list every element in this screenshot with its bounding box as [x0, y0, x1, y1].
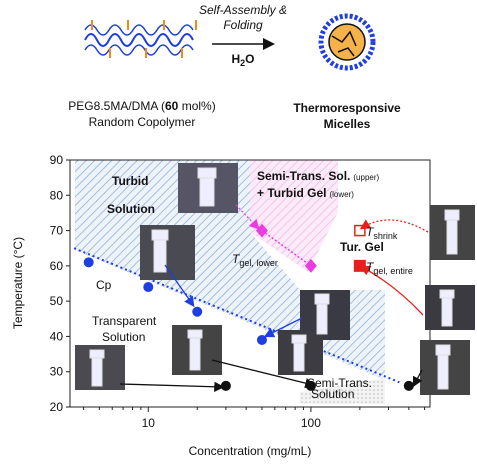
series-label: Cp [96, 278, 112, 292]
y-tick-label: 30 [50, 365, 64, 379]
point [404, 381, 414, 391]
point [257, 335, 267, 345]
label-text: + Turbid Gel [257, 186, 326, 200]
label-text: PEG8.5MA/DMA ( [68, 99, 165, 113]
label-text: gel, entire [373, 266, 413, 276]
polymer-label: Random Copolymer [89, 115, 196, 129]
y-tick-label: 90 [50, 153, 64, 167]
point-label: Tgel, entire [366, 260, 413, 276]
micelle-core [329, 24, 365, 60]
point [84, 257, 94, 267]
y-axis-title: Temperature (°C) [11, 237, 25, 329]
x-tick-label: 100 [301, 416, 321, 430]
label-text: Semi-Trans. Sol. [257, 169, 350, 183]
micelle-label: Thermoresponsive [293, 101, 401, 115]
figure: Self-Assembly & Folding H2O PEG8.5MA/DMA… [0, 0, 477, 468]
label-text: (lower) [329, 190, 354, 199]
y-tick-label: 50 [50, 294, 64, 308]
y-tick-label: 20 [50, 400, 64, 414]
micelle-label: Micelles [324, 117, 371, 131]
arrow-label: Folding [223, 18, 263, 32]
region-label: Semi-Trans. Sol.(upper) [257, 169, 380, 183]
label-text: 60 [165, 99, 179, 113]
region-label: Solution [311, 387, 354, 401]
label-text: shrink [373, 231, 398, 241]
region-label: Tur. Gel [340, 240, 384, 254]
region-label: Solution [102, 330, 145, 344]
region-label: Transparent [92, 314, 157, 328]
x-axis-title: Concentration (mg/mL) [189, 444, 312, 458]
y-tick-label: 70 [50, 224, 64, 238]
point [354, 260, 366, 272]
y-tick-label: 40 [50, 329, 64, 343]
reagent-main: H [231, 52, 240, 66]
region-label: + Turbid Gel(lower) [257, 186, 354, 200]
y-tick-label: 60 [50, 259, 64, 273]
point [221, 381, 231, 391]
region-label: Turbid [112, 174, 148, 188]
schematic: Self-Assembly & Folding H2O PEG8.5MA/DMA… [68, 3, 401, 131]
point [143, 282, 153, 292]
polymer-chain [85, 34, 193, 46]
reagent: H2O [231, 52, 254, 68]
reagent-end: O [245, 52, 254, 66]
point-label: Tshrink [366, 225, 398, 241]
region-label: Solution [107, 202, 155, 216]
label-text: (upper) [353, 173, 379, 182]
arrow [120, 384, 222, 387]
label-text: mol%) [178, 99, 215, 113]
polymer-label: PEG8.5MA/DMA (60 mol%) [68, 99, 215, 113]
arrow-label: Self-Assembly & [199, 3, 287, 17]
point [192, 307, 202, 317]
x-tick-label: 10 [142, 416, 156, 430]
label-text: gel, lower [239, 258, 278, 268]
y-tick-label: 80 [50, 188, 64, 202]
